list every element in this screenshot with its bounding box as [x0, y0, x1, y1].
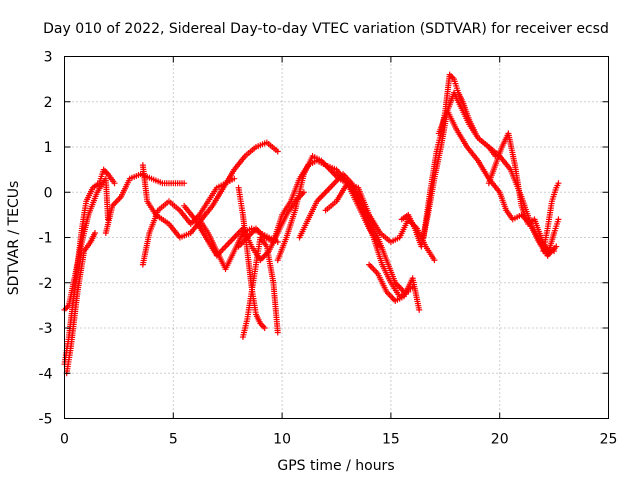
y-tick-label: -4 — [39, 366, 53, 382]
data-point — [555, 180, 562, 187]
series-prn-b — [61, 175, 112, 313]
y-tick-label: 1 — [44, 140, 53, 156]
series-prn-d — [102, 171, 188, 236]
series-prn-m — [296, 171, 416, 295]
y-tick-label: 2 — [44, 95, 53, 111]
x-tick-label: 10 — [273, 432, 291, 448]
data-point — [181, 180, 188, 187]
grid-lines — [64, 56, 609, 419]
series-prn-t — [540, 180, 562, 255]
y-tick-label: 3 — [44, 50, 53, 66]
y-tick-label: -3 — [39, 321, 53, 337]
axis-ticks: 0 5 10 15 20 25 -5 -4 -3 -2 -1 0 1 2 3 — [39, 50, 618, 448]
data-point — [91, 229, 98, 236]
data-point — [431, 257, 438, 264]
data-point — [555, 216, 562, 223]
y-tick-label: 0 — [44, 185, 53, 201]
data-point — [274, 148, 281, 155]
chart-title: Day 010 of 2022, Sidereal Day-to-day VTE… — [43, 21, 609, 37]
x-tick-label: 0 — [60, 432, 69, 448]
y-tick-label: -1 — [39, 231, 53, 247]
data-point — [231, 175, 238, 182]
series-prn-s — [485, 130, 562, 259]
data-point — [492, 153, 499, 160]
data-point — [274, 329, 281, 336]
x-tick-label: 5 — [169, 432, 178, 448]
series-prn-j — [239, 234, 281, 341]
y-tick-label: -5 — [39, 412, 53, 428]
series-prn-o — [366, 261, 423, 313]
data-point — [553, 243, 560, 250]
x-tick-label: 15 — [382, 432, 400, 448]
data-point — [111, 180, 118, 187]
data-markers — [61, 71, 562, 377]
x-tick-label: 25 — [600, 432, 618, 448]
y-tick-label: -2 — [39, 276, 53, 292]
x-axis-label: GPS time / hours — [277, 458, 394, 474]
x-tick-label: 20 — [491, 432, 509, 448]
data-point — [300, 189, 307, 196]
y-axis-label: SDTVAR / TECUs — [6, 181, 22, 296]
data-point — [416, 306, 423, 313]
data-point — [261, 325, 268, 331]
